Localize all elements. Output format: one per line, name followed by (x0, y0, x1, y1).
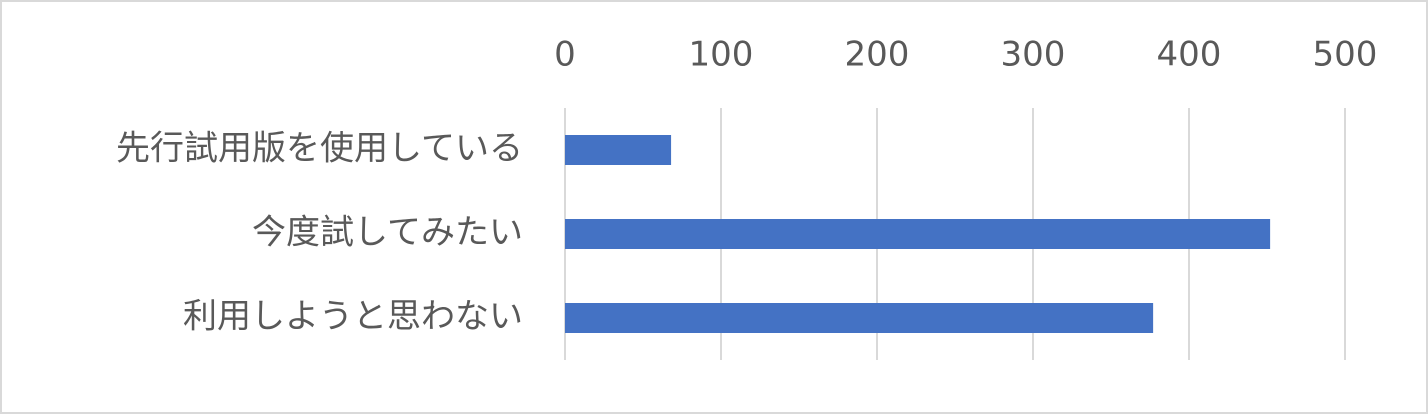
x-tick-label: 100 (689, 35, 754, 75)
x-tick-label: 300 (1001, 35, 1066, 75)
x-tick-label: 0 (554, 35, 576, 75)
y-tick-label: 利用しようと思わない (183, 297, 523, 337)
x-tick-label: 500 (1313, 35, 1378, 75)
x-tick-label: 200 (845, 35, 910, 75)
bar (565, 219, 1271, 249)
bar (565, 303, 1154, 333)
bar (565, 135, 672, 165)
x-tick-label: 400 (1157, 35, 1222, 75)
y-tick-label: 今度試してみたい (252, 213, 523, 253)
y-tick-label: 先行試用版を使用している (116, 129, 523, 169)
